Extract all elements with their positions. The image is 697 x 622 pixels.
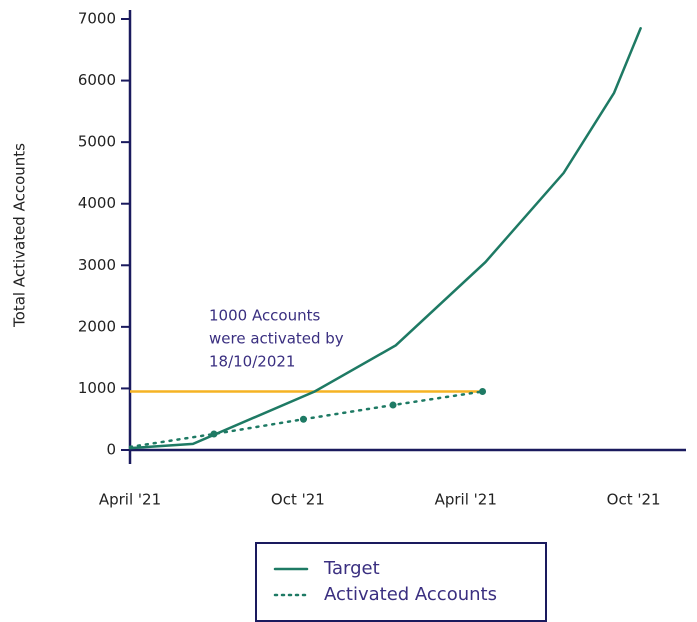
annotation: were activated by — [209, 330, 344, 348]
data-point — [389, 401, 397, 409]
x-tick-label: April '21 — [99, 491, 161, 509]
y-tick-label: 1000 — [78, 379, 116, 397]
y-tick-label: 2000 — [78, 317, 116, 335]
x-tick-label: Oct '21 — [271, 491, 325, 509]
y-tick-label: 5000 — [78, 133, 116, 151]
legend-label: Activated Accounts — [324, 584, 497, 605]
data-point — [210, 430, 218, 438]
data-point — [479, 388, 487, 396]
y-tick-label: 6000 — [78, 71, 116, 89]
legend-label: Target — [323, 558, 380, 579]
y-tick-label: 4000 — [78, 194, 116, 212]
y-axis-title: Total Activated Accounts — [11, 143, 29, 328]
y-tick-label: 7000 — [78, 10, 116, 28]
x-tick-label: April '21 — [435, 491, 497, 509]
y-tick-label: 3000 — [78, 256, 116, 274]
x-tick-label: Oct '21 — [607, 491, 661, 509]
y-tick-label: 0 — [106, 441, 116, 459]
annotation: 1000 Accounts — [209, 307, 321, 325]
data-point — [299, 415, 307, 423]
legend-box — [255, 542, 547, 622]
series-line — [128, 26, 642, 450]
annotation: 18/10/2021 — [209, 353, 295, 371]
